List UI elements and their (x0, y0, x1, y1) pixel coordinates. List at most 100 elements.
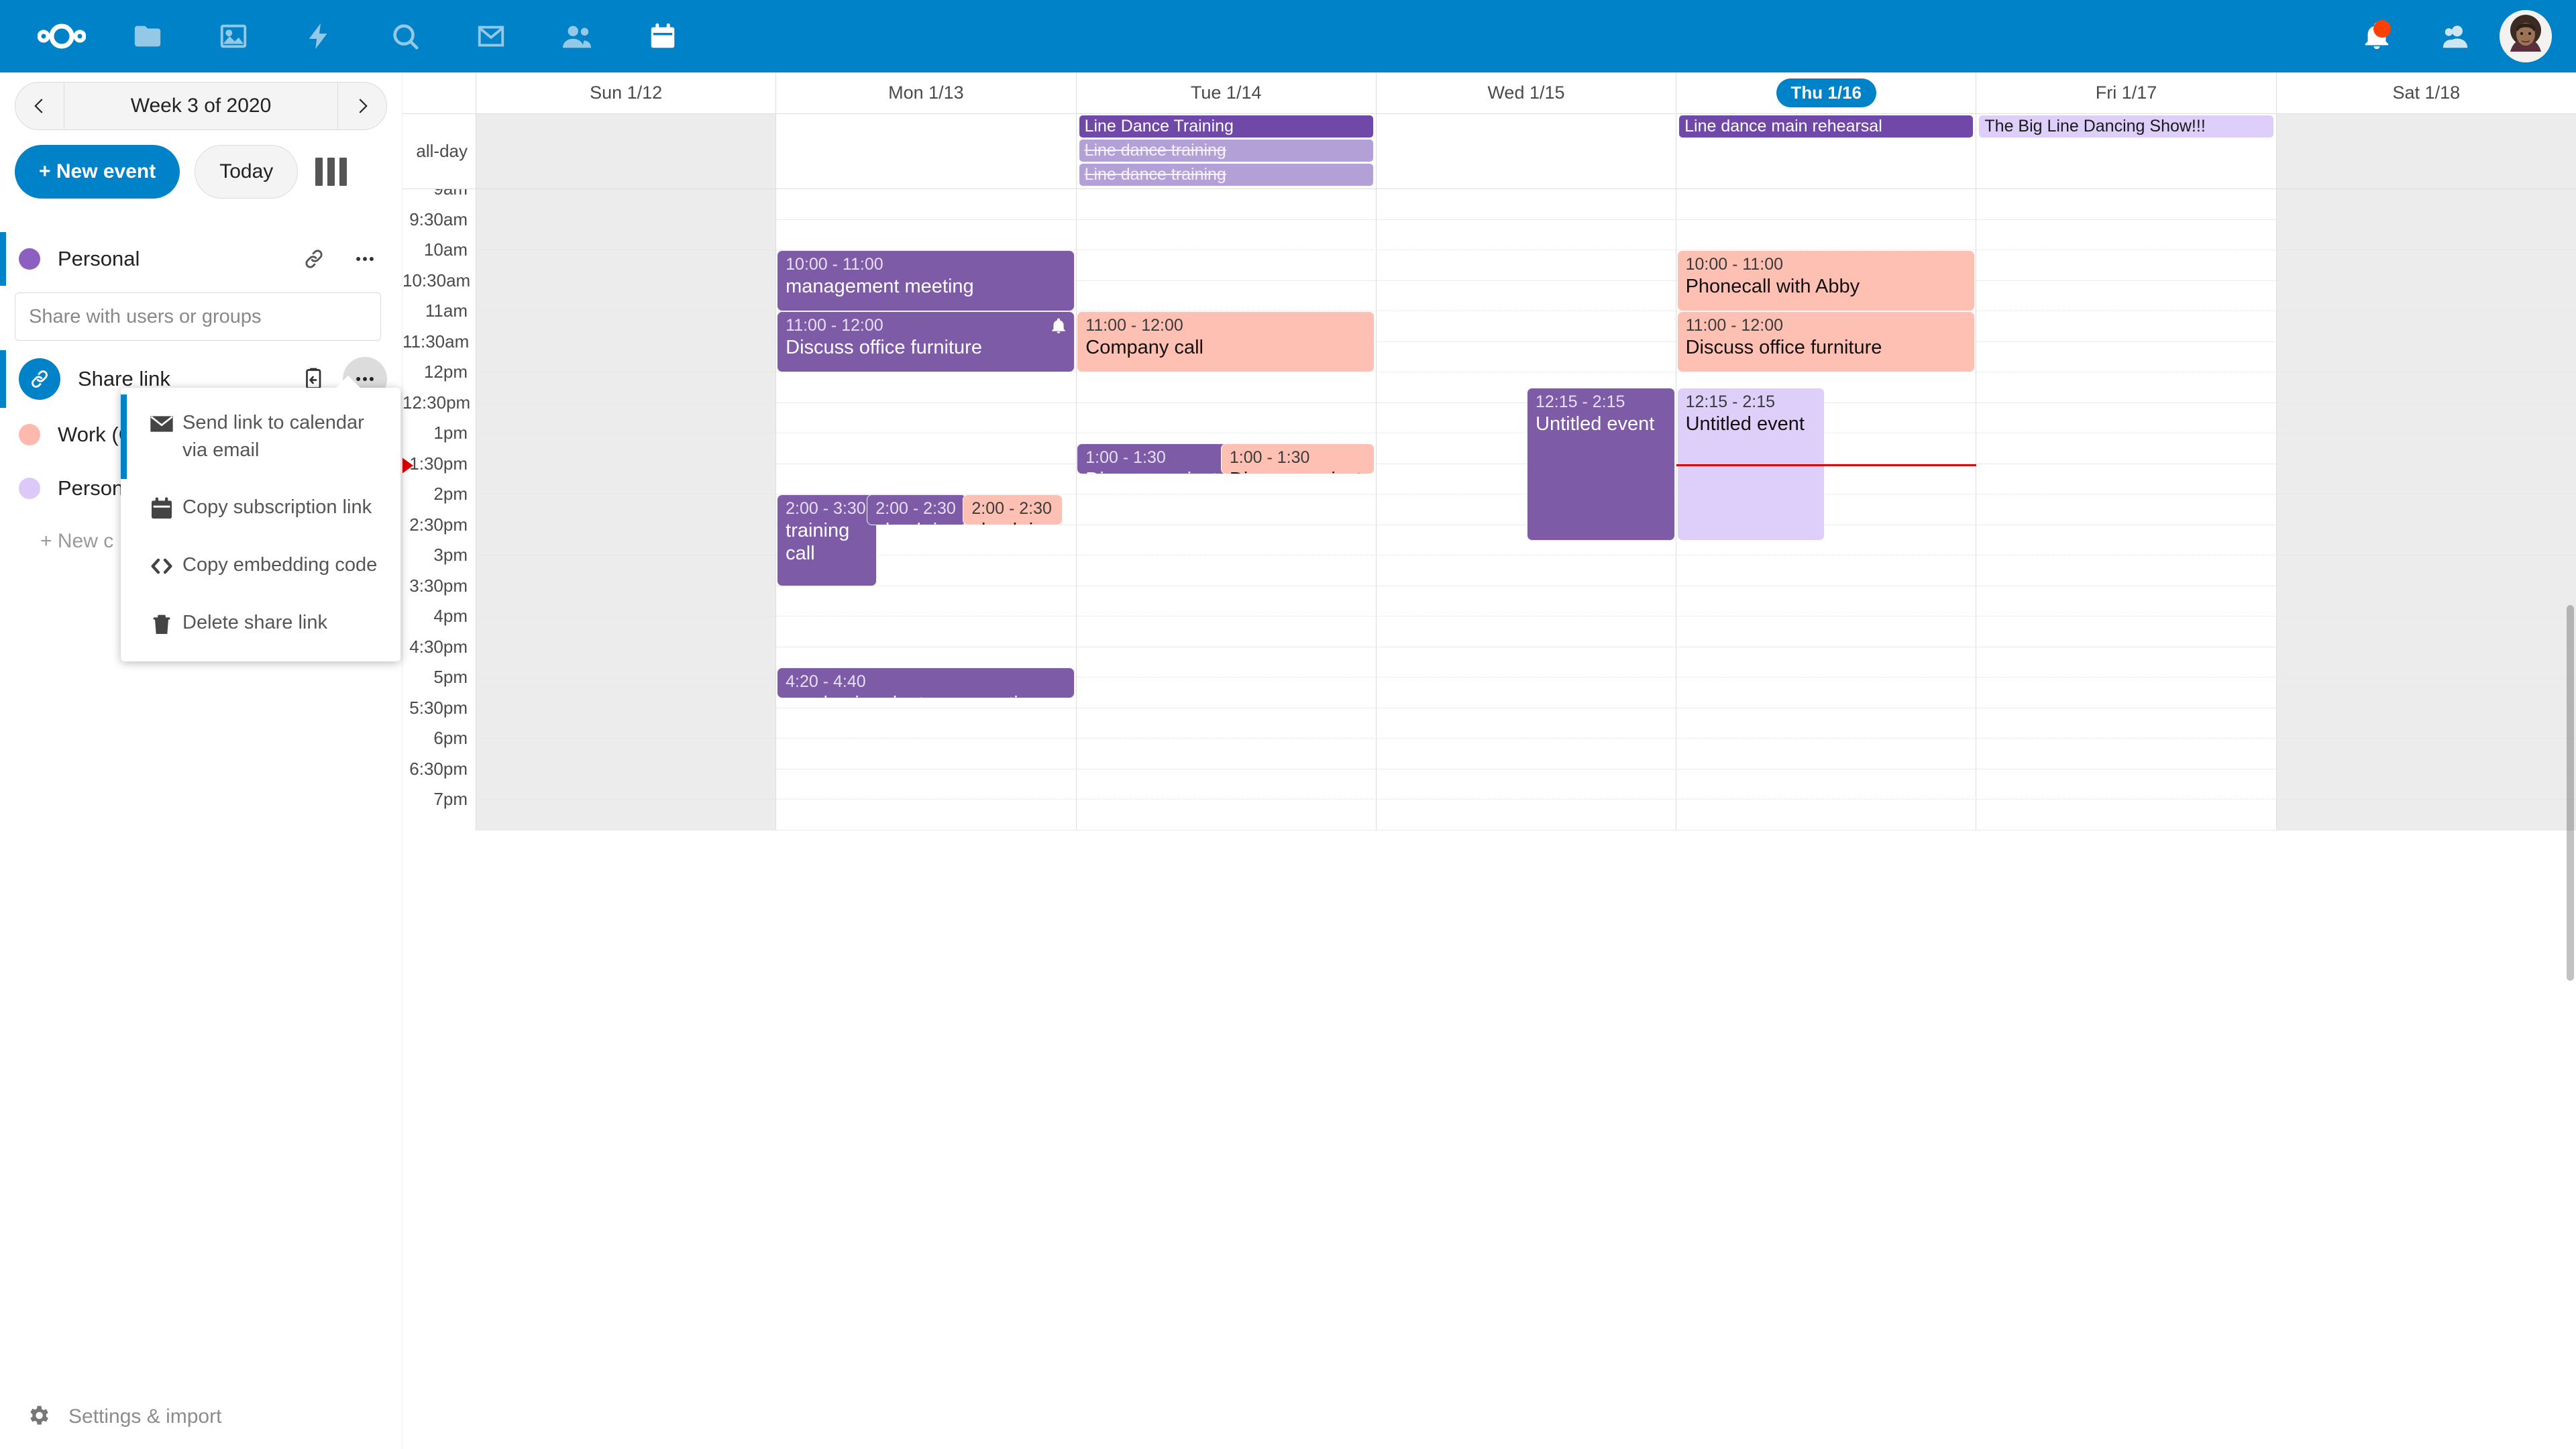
time-slot-cell[interactable] (2276, 800, 2576, 830)
time-slot-cell[interactable] (476, 433, 777, 464)
all-day-event[interactable]: Line dance training (1079, 164, 1373, 186)
user-avatar[interactable] (2500, 10, 2552, 62)
time-slot-cell[interactable] (476, 647, 777, 678)
time-slot-cell[interactable] (2276, 586, 2576, 616)
all-day-cell-6[interactable] (2276, 114, 2576, 189)
time-slot-cell[interactable] (476, 525, 777, 555)
time-slot-cell[interactable] (1676, 433, 1977, 464)
time-slot-cell[interactable] (2276, 280, 2576, 311)
calendar-icon[interactable] (620, 0, 706, 72)
time-slot-cell[interactable] (2276, 769, 2576, 800)
calendar-item-personal[interactable]: Personal (0, 232, 402, 286)
time-slot-cell[interactable] (1676, 402, 1977, 433)
all-day-event[interactable]: The Big Line Dancing Show!!! (1979, 115, 2273, 138)
time-slot-cell[interactable] (1976, 525, 2277, 555)
all-day-event[interactable]: Line dance main rehearsal (1679, 115, 1974, 138)
time-slot-cell[interactable] (476, 402, 777, 433)
time-slot-cell[interactable] (1376, 189, 1677, 220)
time-slot-cell[interactable] (1676, 769, 1977, 800)
time-slot-cell[interactable] (776, 800, 1077, 830)
time-slot-cell[interactable] (1976, 586, 2277, 616)
all-day-cell-1[interactable] (776, 114, 1077, 189)
all-day-cell-4[interactable]: Line dance main rehearsal (1676, 114, 1977, 189)
calendar-event[interactable]: 11:00 - 12:00 Discuss office furniture (1676, 311, 1975, 372)
calendar-event[interactable]: 2:00 - 2:30check-in (963, 494, 1063, 525)
time-slot-cell[interactable] (776, 525, 1077, 555)
time-slot-cell[interactable] (1976, 341, 2277, 372)
time-slot-cell[interactable] (1376, 800, 1677, 830)
new-calendar-button[interactable]: + New c (40, 530, 114, 552)
time-slot-cell[interactable] (1976, 647, 2277, 678)
share-with-users-input[interactable] (15, 292, 381, 341)
time-slot-cell[interactable] (1076, 616, 1377, 647)
time-slot-cell[interactable] (2276, 739, 2576, 769)
files-icon[interactable] (105, 0, 191, 72)
mail-icon[interactable] (448, 0, 534, 72)
time-slot-cell[interactable] (1976, 739, 2277, 769)
time-slot-cell[interactable] (776, 739, 1077, 769)
day-header-4[interactable]: Thu 1/16 (1676, 72, 1977, 113)
day-header-2[interactable]: Tue 1/14 (1077, 72, 1377, 113)
time-slot-cell[interactable] (1676, 678, 1977, 708)
calendar-event[interactable]: 4:20 - 4:40purchasing dept conversation (777, 667, 1075, 698)
time-slot-cell[interactable] (776, 189, 1077, 220)
time-slot-cell[interactable] (1676, 739, 1977, 769)
time-slot-cell[interactable] (476, 219, 777, 250)
time-slot-cell[interactable] (1676, 464, 1977, 494)
all-day-event[interactable]: Line dance training (1079, 140, 1373, 162)
day-header-0[interactable]: Sun 1/12 (476, 72, 777, 113)
time-slot-cell[interactable] (1976, 433, 2277, 464)
time-slot-cell[interactable] (776, 219, 1077, 250)
time-slot-cell[interactable] (1376, 433, 1677, 464)
calendar-event[interactable]: 2:00 - 2:30check-in (867, 494, 967, 525)
time-slot-cell[interactable] (1376, 525, 1677, 555)
menu-item-send-link-email[interactable]: Send link to calendar via email (121, 394, 400, 480)
time-slot-cell[interactable] (1076, 739, 1377, 769)
time-slot-cell[interactable] (1676, 708, 1977, 739)
time-slot-cell[interactable] (1076, 800, 1377, 830)
time-slot-cell[interactable] (476, 372, 777, 403)
activity-icon[interactable] (276, 0, 362, 72)
time-slot-cell[interactable] (2276, 341, 2576, 372)
time-slot-cell[interactable] (1676, 372, 1977, 403)
time-slot-cell[interactable] (1676, 800, 1977, 830)
calendar-event[interactable]: 10:00 - 11:00 Phonecall with Abby (1676, 250, 1975, 311)
calendar-event[interactable]: 2:00 - 3:30 training call (777, 494, 877, 586)
time-slot-cell[interactable] (1376, 341, 1677, 372)
time-slot-cell[interactable] (476, 708, 777, 739)
time-slot-cell[interactable] (476, 250, 777, 281)
time-slot-cell[interactable] (1676, 555, 1977, 586)
day-header-5[interactable]: Fri 1/17 (1976, 72, 2277, 113)
calendar-event[interactable]: 1:00 - 1:30Discuss project announcement (1220, 443, 1375, 474)
time-slot-cell[interactable] (776, 616, 1077, 647)
new-event-button[interactable]: + New event (15, 145, 180, 199)
time-slot-cell[interactable] (1676, 647, 1977, 678)
week-view-icon[interactable] (315, 158, 347, 186)
time-slot-cell[interactable] (1376, 555, 1677, 586)
settings-and-import-button[interactable]: Settings & import (0, 1385, 402, 1449)
time-slot-cell[interactable] (1076, 769, 1377, 800)
time-slot-cell[interactable] (776, 708, 1077, 739)
time-slot-cell[interactable] (476, 280, 777, 311)
all-day-cell-5[interactable]: The Big Line Dancing Show!!! (1976, 114, 2277, 189)
all-day-cell-3[interactable] (1377, 114, 1677, 189)
time-slot-cell[interactable] (476, 586, 777, 616)
time-slot-cell[interactable] (476, 341, 777, 372)
time-slot-cell[interactable] (1376, 678, 1677, 708)
time-slot-cell[interactable] (1376, 219, 1677, 250)
time-slot-cell[interactable] (1376, 372, 1677, 403)
nextcloud-logo[interactable] (19, 23, 105, 50)
time-slot-cell[interactable] (2276, 678, 2576, 708)
time-slot-cell[interactable] (476, 311, 777, 342)
time-slot-cell[interactable] (1076, 464, 1377, 494)
time-slot-cell[interactable] (1076, 189, 1377, 220)
time-slot-cell[interactable] (1676, 494, 1977, 525)
time-slot-cell[interactable] (776, 586, 1077, 616)
time-slot-cell[interactable] (1976, 708, 2277, 739)
calendar-event[interactable]: 11:00 - 12:00 Company call (1077, 311, 1375, 372)
previous-week-button[interactable] (15, 83, 64, 129)
all-day-cell-2[interactable]: Line Dance Training Line dance training Li… (1077, 114, 1377, 189)
time-slot-cell[interactable] (776, 555, 1077, 586)
time-slot-cell[interactable] (1676, 219, 1977, 250)
time-slot-cell[interactable] (1976, 280, 2277, 311)
